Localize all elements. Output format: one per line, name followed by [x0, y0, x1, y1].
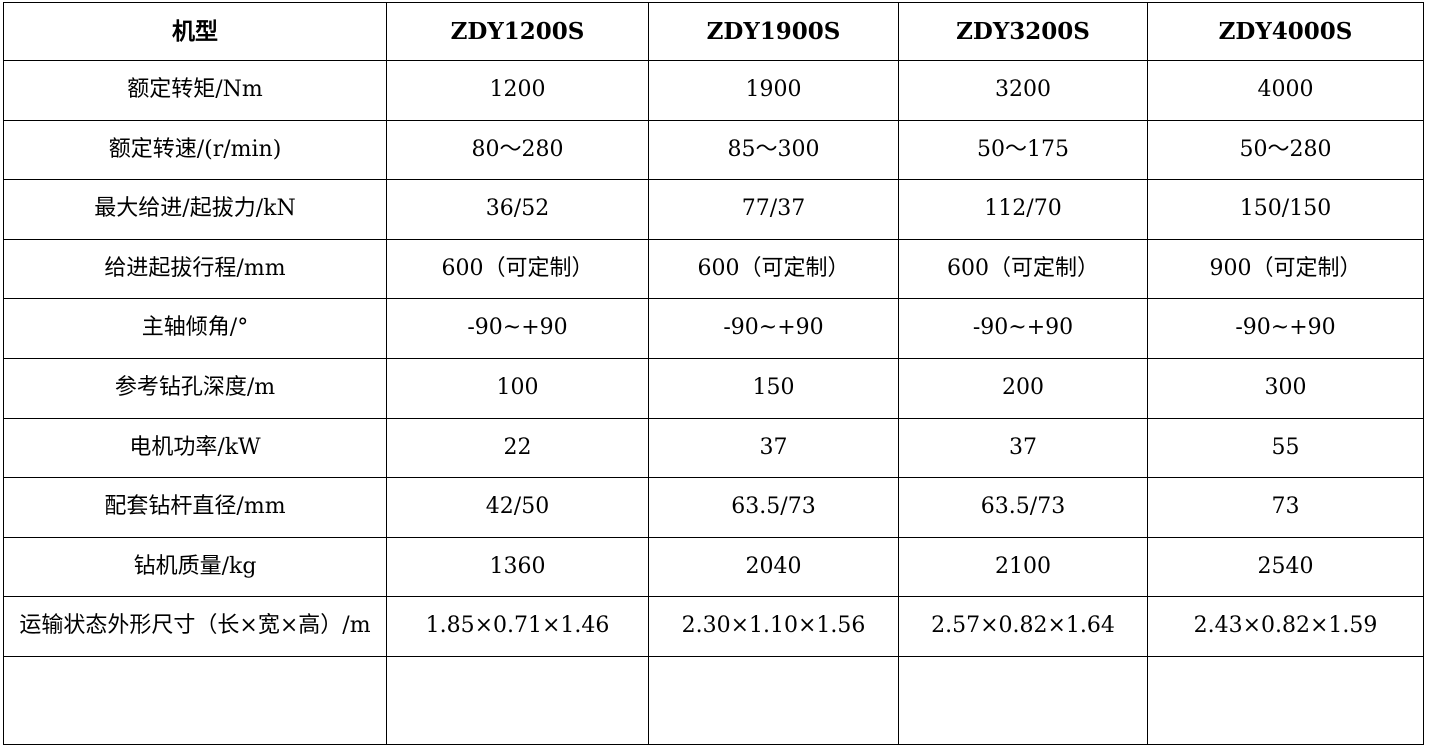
- table-row: 电机功率/kW 22 37 37 55: [3, 417, 1424, 479]
- table-cell: 36/52: [386, 179, 649, 240]
- row-label: 额定转矩/Nm: [3, 60, 387, 121]
- table-cell: 150: [648, 357, 899, 419]
- table-cell: 2100: [898, 536, 1148, 598]
- row-label: 参考钻孔深度/m: [3, 357, 387, 419]
- table-cell: 73: [1147, 477, 1424, 538]
- table-cell: 900（可定制）: [1147, 238, 1424, 300]
- table-cell: 80～280: [386, 119, 649, 181]
- row-label: 钻机质量/kg: [3, 536, 387, 598]
- table-cell: 112/70: [898, 179, 1148, 240]
- table-cell: -90~+90: [898, 298, 1148, 359]
- table-cell: 50～175: [898, 119, 1148, 181]
- table-cell: 37: [898, 417, 1148, 479]
- header-cell-zdy3200s: ZDY3200S: [898, 2, 1148, 61]
- table-cell: 2.43×0.82×1.59: [1147, 596, 1424, 657]
- header-cell-zdy1200s: ZDY1200S: [386, 2, 649, 61]
- table-cell: -90~+90: [1147, 298, 1424, 359]
- table-cell: 2040: [648, 536, 899, 598]
- spec-table: 机型 ZDY1200S ZDY1900S ZDY3200S ZDY4000S 额…: [3, 2, 1424, 745]
- table-cell: 37: [648, 417, 899, 479]
- table-cell: 100: [386, 357, 649, 419]
- table-cell: [898, 655, 1148, 745]
- table-row: 最大给进/起拔力/kN 36/52 77/37 112/70 150/150: [3, 179, 1424, 240]
- table-cell: 4000: [1147, 60, 1424, 121]
- table-cell: 22: [386, 417, 649, 479]
- table-cell: 63.5/73: [648, 477, 899, 538]
- table-cell: 55: [1147, 417, 1424, 479]
- table-cell: 77/37: [648, 179, 899, 240]
- header-cell-model: 机型: [3, 2, 387, 61]
- table-cell: 600（可定制）: [648, 238, 899, 300]
- table-cell: 300: [1147, 357, 1424, 419]
- table-cell: 2.30×1.10×1.56: [648, 596, 899, 657]
- table-cell: 50～280: [1147, 119, 1424, 181]
- table-cell: -90~+90: [648, 298, 899, 359]
- row-label: 电机功率/kW: [3, 417, 387, 479]
- table-cell: 200: [898, 357, 1148, 419]
- row-label: 主轴倾角/°: [3, 298, 387, 359]
- row-label: 最大给进/起拔力/kN: [3, 179, 387, 240]
- table-row: 主轴倾角/° -90~+90 -90~+90 -90~+90 -90~+90: [3, 298, 1424, 359]
- table-cell: 85～300: [648, 119, 899, 181]
- table-row: 参考钻孔深度/m 100 150 200 300: [3, 357, 1424, 419]
- table-row: [3, 655, 1424, 745]
- row-label: 运输状态外形尺寸（长×宽×高）/m: [3, 596, 387, 657]
- row-label: 给进起拔行程/mm: [3, 238, 387, 300]
- table-cell: 600（可定制）: [898, 238, 1148, 300]
- table-cell: [648, 655, 899, 745]
- table-cell: 42/50: [386, 477, 649, 538]
- table-cell: 1900: [648, 60, 899, 121]
- table-cell: 600（可定制）: [386, 238, 649, 300]
- row-label: 配套钻杆直径/mm: [3, 477, 387, 538]
- table-cell: 3200: [898, 60, 1148, 121]
- table-row: 给进起拔行程/mm 600（可定制） 600（可定制） 600（可定制） 900…: [3, 238, 1424, 300]
- table-cell: 2540: [1147, 536, 1424, 598]
- header-row: 机型 ZDY1200S ZDY1900S ZDY3200S ZDY4000S: [3, 2, 1424, 61]
- table-cell: 63.5/73: [898, 477, 1148, 538]
- row-label: [3, 655, 387, 745]
- table-cell: 2.57×0.82×1.64: [898, 596, 1148, 657]
- table-row: 运输状态外形尺寸（长×宽×高）/m 1.85×0.71×1.46 2.30×1.…: [3, 596, 1424, 657]
- table-cell: [386, 655, 649, 745]
- table-cell: [1147, 655, 1424, 745]
- table-row: 配套钻杆直径/mm 42/50 63.5/73 63.5/73 73: [3, 477, 1424, 538]
- table-cell: 1.85×0.71×1.46: [386, 596, 649, 657]
- table-row: 额定转速/(r/min) 80～280 85～300 50～175 50～280: [3, 119, 1424, 181]
- header-cell-zdy1900s: ZDY1900S: [648, 2, 899, 61]
- table-row: 钻机质量/kg 1360 2040 2100 2540: [3, 536, 1424, 598]
- header-cell-zdy4000s: ZDY4000S: [1147, 2, 1424, 61]
- table-cell: 150/150: [1147, 179, 1424, 240]
- table-cell: 1200: [386, 60, 649, 121]
- table-cell: 1360: [386, 536, 649, 598]
- table-row: 额定转矩/Nm 1200 1900 3200 4000: [3, 60, 1424, 121]
- row-label: 额定转速/(r/min): [3, 119, 387, 181]
- table-cell: -90~+90: [386, 298, 649, 359]
